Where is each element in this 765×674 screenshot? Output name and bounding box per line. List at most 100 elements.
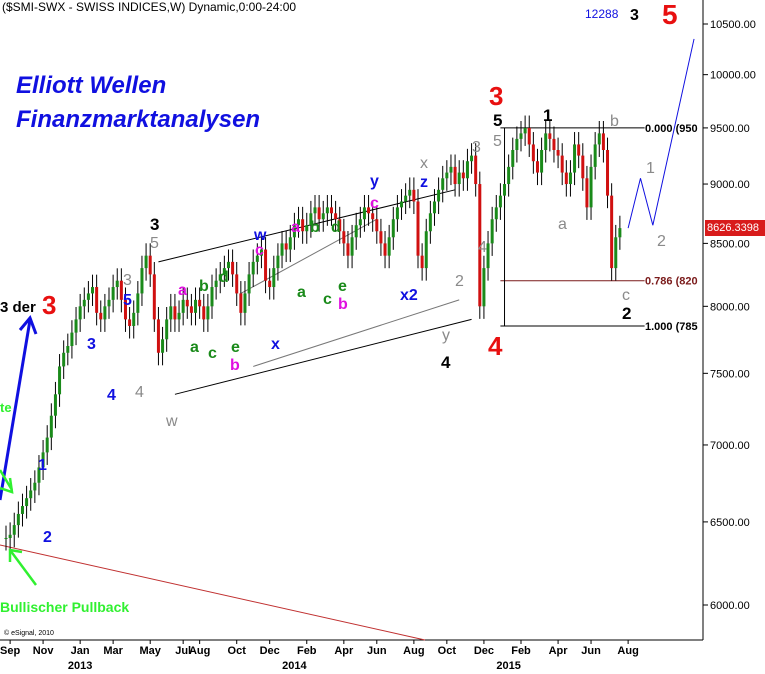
x-month-label: Dec xyxy=(260,645,280,657)
candle-body xyxy=(235,274,239,294)
candle-body xyxy=(329,207,333,214)
candle-body xyxy=(309,213,313,226)
candle-body xyxy=(474,155,478,185)
wave-label: b xyxy=(199,278,209,295)
candle-body xyxy=(181,299,185,313)
candle-body xyxy=(507,166,511,185)
wave-label: b xyxy=(338,296,348,313)
candle-body xyxy=(165,319,169,340)
candle-body xyxy=(305,225,309,232)
candle-body xyxy=(371,213,375,220)
candle-body xyxy=(70,332,74,347)
candle-body xyxy=(383,243,387,256)
forecast-path xyxy=(627,38,695,229)
candle-body xyxy=(610,195,614,269)
x-month-label: Dec xyxy=(474,645,494,657)
candle-body xyxy=(585,178,589,208)
x-month-label: Aug xyxy=(403,645,424,657)
x-month-label: Apr xyxy=(334,645,354,657)
candle-body xyxy=(8,534,12,538)
candle-body xyxy=(420,255,424,269)
candle-body xyxy=(280,243,284,256)
candle-body xyxy=(148,255,152,275)
candle-body xyxy=(41,452,45,468)
wave-label: a xyxy=(178,282,187,299)
candle-body xyxy=(144,255,148,269)
candle-body xyxy=(198,299,202,307)
wave-label: 3 xyxy=(489,81,503,111)
candle-body xyxy=(618,228,622,238)
candle-body xyxy=(99,312,103,320)
candle-body xyxy=(276,255,280,269)
inner-channel-line xyxy=(253,299,460,367)
candle-body xyxy=(111,287,115,300)
x-month-label: May xyxy=(139,645,161,657)
y-tick-label: 7500.00 xyxy=(710,368,750,380)
x-month-label: Aug xyxy=(617,645,638,657)
x-month-label: Nov xyxy=(33,645,55,657)
candle-body xyxy=(387,237,391,256)
x-month-label: Jun xyxy=(367,645,387,657)
candle-body xyxy=(292,225,296,238)
candle-body xyxy=(342,231,346,244)
wave-label-top-3: 3 xyxy=(630,7,639,24)
candle-body xyxy=(519,133,523,139)
y-tick-label: 8000.00 xyxy=(710,301,750,313)
wave-label: x xyxy=(271,336,280,353)
wave-label: 5 xyxy=(123,292,132,309)
candle-body xyxy=(358,219,362,226)
candle-body xyxy=(222,268,226,275)
candle-body xyxy=(350,237,354,256)
y-tick-label: 10000.00 xyxy=(710,70,756,82)
candle-body xyxy=(53,394,57,416)
candle-body xyxy=(465,161,469,179)
candle-body xyxy=(123,299,127,320)
channel-lower-line xyxy=(174,318,472,395)
candle-body xyxy=(354,225,358,238)
candle-body xyxy=(437,189,441,202)
candle-body xyxy=(78,306,82,320)
candle-body xyxy=(86,293,90,300)
candle-body xyxy=(601,133,605,150)
candle-body xyxy=(259,249,263,256)
wave-label: c xyxy=(323,291,332,308)
green-arrow-line xyxy=(8,549,38,586)
candle-body xyxy=(288,237,292,250)
x-year-label: 2015 xyxy=(496,660,520,672)
candle-body xyxy=(33,482,37,491)
wave-label: c xyxy=(622,287,630,304)
candle-body xyxy=(424,231,428,269)
y-tick-label: 9500.00 xyxy=(710,123,750,135)
candle-body xyxy=(82,299,86,307)
wave-label: 3 xyxy=(123,272,132,289)
candle-body xyxy=(16,513,20,526)
x-month-label: Oct xyxy=(438,645,457,657)
candle-body xyxy=(482,268,486,307)
candle-body xyxy=(128,319,132,326)
candle-body xyxy=(577,144,581,156)
candle-body xyxy=(12,525,16,535)
candle-body xyxy=(189,306,193,313)
wave-label: 4 xyxy=(441,353,451,372)
wave-label: 4 xyxy=(107,387,116,404)
fib-level-label: 0.786 (820 xyxy=(645,276,698,288)
brand-title-line2: Finanzmarktanalysen xyxy=(16,106,261,133)
y-tick-label: 8500.00 xyxy=(710,238,750,250)
candle-body xyxy=(503,184,507,196)
wave-label: 5 xyxy=(493,133,502,150)
candle-body xyxy=(606,149,610,196)
candle-body xyxy=(338,219,342,232)
candle-body xyxy=(490,219,494,244)
candle-body xyxy=(185,299,189,307)
candle-body xyxy=(91,287,95,294)
candle-body xyxy=(548,133,552,139)
wave-label: w xyxy=(165,413,178,430)
candle-body xyxy=(560,155,564,173)
wave-label: w xyxy=(253,227,267,244)
candle-body xyxy=(449,166,453,173)
x-year-label: 2013 xyxy=(68,660,92,672)
wave-label: 4 xyxy=(488,331,503,361)
candle-body xyxy=(564,172,568,185)
wave-label: b xyxy=(230,357,240,374)
